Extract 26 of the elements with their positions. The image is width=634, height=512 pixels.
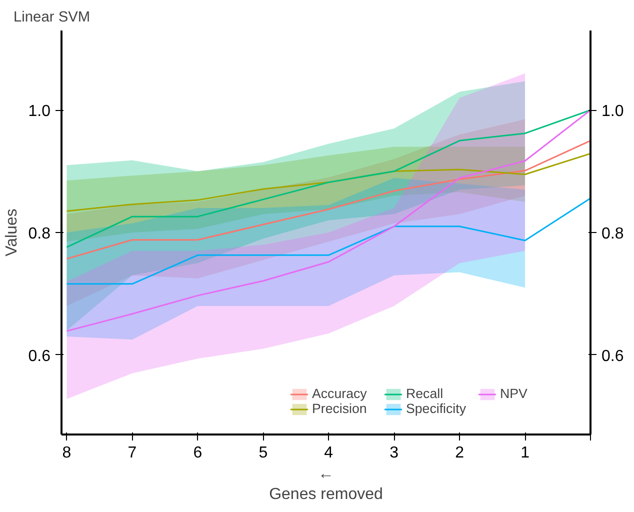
x-tick-label: 6	[193, 444, 202, 462]
y2-tick-label: 0.6	[602, 348, 624, 365]
y-axis-title: Values	[3, 208, 20, 256]
legend-label: Precision	[312, 401, 368, 416]
y-tick-label: 0.6	[28, 348, 51, 365]
x-tick-label: 2	[455, 444, 464, 462]
line-series	[66, 197, 590, 285]
legend-label: Accuracy	[312, 386, 368, 401]
y-tick-label: 0.8	[28, 226, 51, 242]
line-series	[66, 109, 590, 248]
x-tick-label: 7	[128, 444, 137, 462]
x-tick-label: 1	[520, 444, 530, 462]
line-series	[66, 109, 590, 332]
y2-tick-label: 0.8	[602, 226, 624, 242]
y-tick-label: 1.0	[28, 103, 51, 120]
x-tick-label: 4	[324, 444, 334, 462]
legend-label: NPV	[500, 386, 528, 401]
x-tick-label: 3	[390, 444, 399, 462]
x-axis-title: ← Genes removed	[269, 466, 383, 503]
y2-tick-label: 1.0	[602, 103, 624, 120]
legend-label: Specificity	[406, 401, 467, 416]
x-tick-label: 5	[258, 444, 268, 462]
legend-label: Recall	[406, 386, 444, 401]
x-tick-label: 8	[62, 444, 72, 462]
chart-title: Linear SVM	[14, 10, 90, 26]
line-series	[66, 140, 590, 260]
